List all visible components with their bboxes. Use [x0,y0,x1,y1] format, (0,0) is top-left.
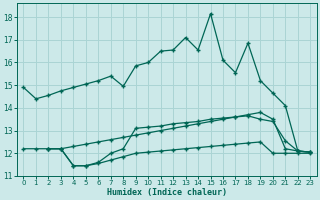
X-axis label: Humidex (Indice chaleur): Humidex (Indice chaleur) [107,188,227,197]
